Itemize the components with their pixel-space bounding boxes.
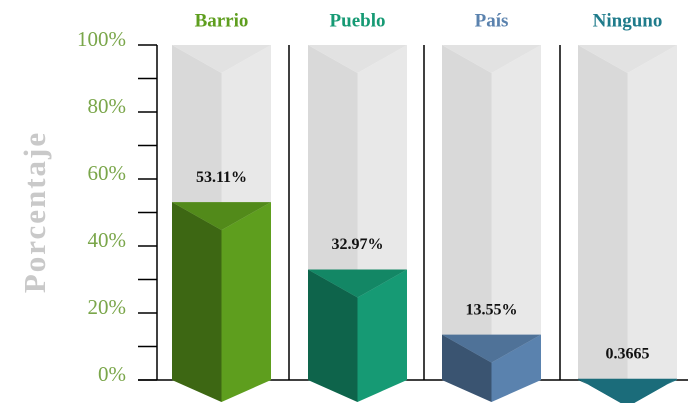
category-label: País xyxy=(475,10,509,31)
bar-face xyxy=(172,202,222,402)
column-bg xyxy=(578,45,677,73)
column-bg xyxy=(172,45,271,73)
bar-face xyxy=(308,269,358,402)
value-label: 13.55% xyxy=(466,301,518,318)
value-label: 53.11% xyxy=(196,169,247,186)
bar-face xyxy=(357,269,407,402)
y-tick-label: 40% xyxy=(88,228,127,252)
y-tick-label: 0% xyxy=(98,362,126,386)
bar-face xyxy=(578,378,677,403)
column-bg xyxy=(442,45,492,380)
bar-face xyxy=(308,269,358,402)
column-bg xyxy=(627,45,677,380)
bar xyxy=(442,334,541,402)
bar-face xyxy=(172,202,222,402)
bar-face xyxy=(308,269,407,298)
y-tick-label: 80% xyxy=(88,94,127,118)
category-label: Ninguno xyxy=(593,10,663,31)
bar-face xyxy=(442,334,492,402)
bar xyxy=(578,378,677,403)
bar xyxy=(172,202,271,402)
value-label: 32.97% xyxy=(332,236,384,253)
y-tick-label: 20% xyxy=(88,295,127,319)
bar-face xyxy=(442,334,492,402)
y-tick-label: 100% xyxy=(77,27,126,51)
bar-face xyxy=(578,378,677,403)
y-tick-label: 60% xyxy=(88,161,127,185)
bar-face xyxy=(221,202,271,402)
value-label: 0.3665 xyxy=(606,345,650,362)
bar-face xyxy=(442,334,541,363)
column-bg xyxy=(308,45,407,73)
column-bg xyxy=(442,45,541,73)
bar-face xyxy=(172,202,271,231)
bar-face xyxy=(491,334,541,402)
bar-face xyxy=(442,334,541,363)
y-axis-label: Porcentaje xyxy=(17,131,52,293)
bar-face xyxy=(172,202,271,231)
bar-face xyxy=(308,269,407,298)
category-label: Pueblo xyxy=(330,10,386,31)
category-label: Barrio xyxy=(195,10,249,31)
bar xyxy=(308,269,407,402)
column-bg xyxy=(578,45,628,380)
column-bg xyxy=(491,45,541,380)
